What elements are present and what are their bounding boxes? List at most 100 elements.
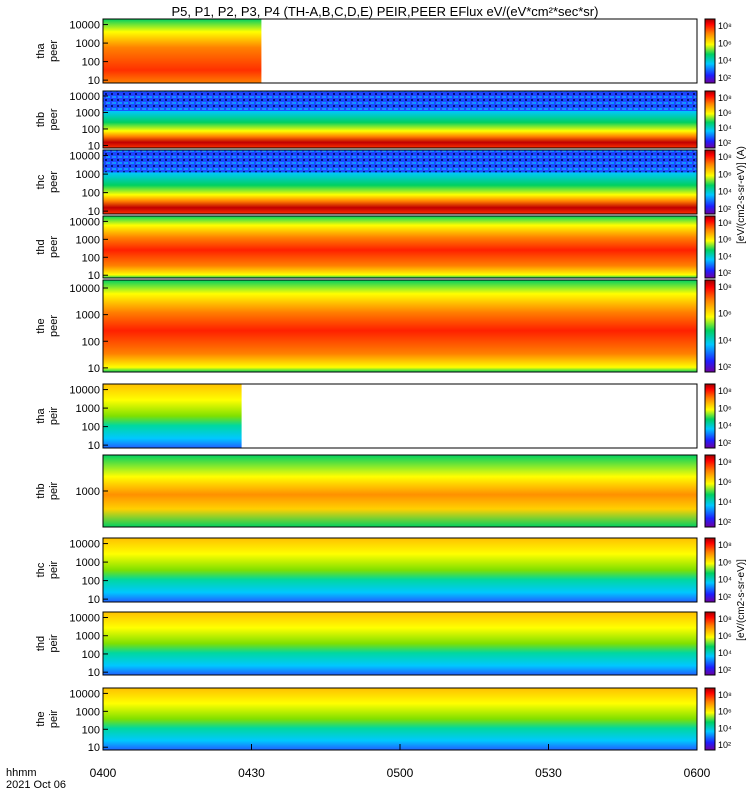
x-tick-label: 0600 xyxy=(684,766,711,780)
panel-species-label: peir xyxy=(48,406,60,425)
y-tick-label: 10 xyxy=(88,363,100,375)
colorbar-tick-label: 10⁴ xyxy=(718,648,732,658)
spectrogram-the-peir xyxy=(103,688,697,750)
colorbar-tick-label: 10⁸ xyxy=(718,386,732,396)
panel-probe-label: thc xyxy=(35,562,47,577)
x-axis-prefix-label: hhmm xyxy=(6,767,37,779)
colorbar-thc-peer xyxy=(704,149,716,215)
panel-frame xyxy=(102,149,698,215)
panel-probe-label: the xyxy=(35,318,47,333)
colorbar-tick-label: 10⁸ xyxy=(718,457,732,467)
colorbar-tick-label: 10⁴ xyxy=(718,421,732,431)
panel-thc-peir: 10000 1000 100 10 thc peir 10⁸ 10⁶ 10⁴ 10² xyxy=(35,537,732,606)
colorbar-label-peir: [eV/(cm2-s-sr-eV)] xyxy=(736,559,747,641)
spectrogram-thb-peir xyxy=(103,455,697,527)
y-tick-label: 1000 xyxy=(76,38,100,50)
y-tick-label: 10000 xyxy=(69,216,100,228)
y-tick-label: 10000 xyxy=(69,688,100,700)
y-tick-label: 100 xyxy=(82,649,100,661)
y-tick-label: 100 xyxy=(82,336,100,348)
x-tick-label: 0500 xyxy=(387,766,414,780)
panel-probe-label: thc xyxy=(35,174,47,189)
colorbar-thb-peir xyxy=(704,454,716,528)
colorbar-tick-label: 10⁶ xyxy=(718,108,732,118)
y-tick-label: 1000 xyxy=(76,631,100,643)
panel-species-label: peir xyxy=(48,709,60,728)
colorbar-tick-label: 10⁴ xyxy=(718,56,732,66)
colorbar-tick-label: 10² xyxy=(718,740,731,750)
spectrogram-thd-peer xyxy=(103,216,697,278)
y-tick-label: 1000 xyxy=(76,107,100,119)
y-tick-label: 1000 xyxy=(76,403,100,415)
y-tick-label: 10000 xyxy=(69,283,100,295)
colorbar-tick-label: 10² xyxy=(718,438,731,448)
y-tick-label: 100 xyxy=(82,724,100,736)
colorbar-tick-label: 10² xyxy=(718,362,731,372)
y-tick-label: 1000 xyxy=(76,310,100,322)
colorbar-tick-label: 10⁸ xyxy=(718,540,732,550)
panel-frame xyxy=(102,215,698,279)
panel-thb-peir: 1000 thb peir 10⁸ 10⁶ 10⁴ 10² xyxy=(35,454,732,528)
y-tick-label: 10000 xyxy=(69,20,100,32)
panel-species-label: peir xyxy=(48,634,60,653)
panel-probe-label: tha xyxy=(35,42,47,58)
panel-tha-peir: 10000 1000 100 10 tha peir 10⁸ 10⁶ 10⁴ 10² xyxy=(35,383,732,452)
colorbar-the-peer xyxy=(704,279,716,373)
colorbar-tick-label: 10² xyxy=(718,665,731,675)
x-axis: 0400 0430 0500 0530 0600 xyxy=(90,744,711,780)
colorbar-tick-label: 10⁶ xyxy=(718,707,732,717)
colorbar-thd-peir xyxy=(704,611,716,676)
panel-thb-peer: 10000 1000 100 10 thb peer 10⁸ 10⁶ 10⁴ 10² xyxy=(35,90,732,152)
panel-probe-label: the xyxy=(35,711,47,726)
colorbar-tick-label: 10² xyxy=(718,268,731,278)
y-tick-label: 100 xyxy=(82,576,100,588)
panel-species-label: peer xyxy=(48,108,60,130)
colorbar-tick-label: 10⁸ xyxy=(718,614,732,624)
colorbar-tick-label: 10⁴ xyxy=(718,123,732,133)
y-tick-label: 10 xyxy=(88,742,100,754)
colorbar-tick-label: 10⁴ xyxy=(718,187,732,197)
colorbar-tick-label: 10⁶ xyxy=(718,38,732,48)
colorbar-tick-label: 10⁶ xyxy=(718,477,732,487)
colorbar-the-peir xyxy=(704,687,716,751)
panel-the-peer: 10000 1000 100 10 the peer 10⁸ 10⁶ 10⁴ 10² xyxy=(35,279,732,375)
panel-species-label: peer xyxy=(48,315,60,337)
y-tick-label: 100 xyxy=(82,57,100,69)
colorbar-tick-label: 10⁶ xyxy=(718,631,732,641)
y-tick-label: 1000 xyxy=(76,486,100,498)
panel-frame xyxy=(102,383,698,449)
y-tick-label: 100 xyxy=(82,252,100,264)
colorbar-tick-label: 10² xyxy=(718,138,731,148)
colorbar-tha-peir xyxy=(704,383,716,449)
spectrogram-thd-peir xyxy=(103,612,697,675)
panel-frame xyxy=(102,611,698,676)
y-tick-label: 100 xyxy=(82,124,100,136)
colorbar-thb-peer xyxy=(704,90,716,149)
spectrogram-thc-peir xyxy=(103,538,697,602)
colorbar-tick-label: 10⁸ xyxy=(718,282,732,292)
y-tick-label: 10000 xyxy=(69,539,100,551)
panel-probe-label: thb xyxy=(35,112,47,127)
colorbar-tick-label: 10⁶ xyxy=(718,169,732,179)
colorbar-tick-label: 10² xyxy=(718,592,731,602)
panel-species-label: peer xyxy=(48,171,60,193)
spectrogram-tha-peir xyxy=(103,384,242,448)
panel-thd-peer: 10000 1000 100 10 thd peer 10⁸ 10⁶ 10⁴ 10² xyxy=(35,215,732,282)
colorbar-tha-peer xyxy=(704,18,716,84)
colorbar-tick-label: 10² xyxy=(718,73,731,83)
panel-probe-label: thd xyxy=(35,636,47,651)
colorbar-tick-label: 10⁶ xyxy=(718,403,732,413)
panel-species-label: peer xyxy=(48,40,60,62)
colorbar-tick-label: 10⁴ xyxy=(718,723,732,733)
y-tick-label: 1000 xyxy=(76,706,100,718)
panel-species-label: peir xyxy=(48,481,60,500)
y-tick-label: 10000 xyxy=(69,91,100,103)
colorbar-tick-label: 10⁴ xyxy=(718,497,732,507)
panel-frame xyxy=(102,279,698,373)
panel-thd-peir: 10000 1000 100 10 thd peir 10⁸ 10⁶ 10⁴ 10² xyxy=(35,611,732,679)
y-tick-label: 10000 xyxy=(69,385,100,397)
y-tick-label: 10000 xyxy=(69,151,100,163)
colorbar-thc-peir xyxy=(704,537,716,603)
